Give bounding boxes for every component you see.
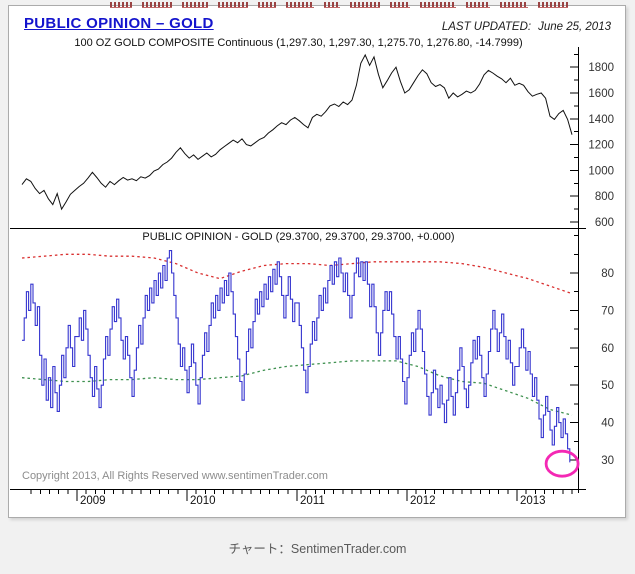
last-updated-label: LAST UPDATED:	[441, 21, 532, 33]
public-opinion-line	[22, 250, 571, 463]
clipped-link[interactable]	[500, 2, 528, 8]
svg-text:60: 60	[601, 343, 614, 355]
svg-text:1800: 1800	[588, 62, 614, 74]
clipped-link[interactable]	[538, 2, 568, 8]
opinion-chart-title: PUBLIC OPINION - GOLD (29.3700, 29.3700,…	[142, 231, 455, 243]
svg-text:2009: 2009	[80, 495, 106, 507]
svg-text:1400: 1400	[588, 114, 614, 126]
svg-text:600: 600	[595, 217, 614, 229]
clipped-link[interactable]	[286, 2, 314, 8]
clipped-link[interactable]	[324, 2, 340, 8]
clipped-link[interactable]	[182, 2, 208, 8]
clipped-link[interactable]	[390, 2, 410, 8]
clipped-link[interactable]	[142, 2, 172, 8]
lower-band-line	[21, 360, 573, 416]
svg-text:30: 30	[601, 455, 614, 467]
svg-text:2011: 2011	[300, 495, 325, 507]
copyright-text: Copyright 2013, All Rights Reserved www.…	[22, 470, 328, 482]
svg-text:800: 800	[595, 191, 614, 203]
clipped-link[interactable]	[466, 2, 490, 8]
svg-text:2012: 2012	[410, 495, 436, 507]
chart-panel	[8, 5, 626, 518]
clipped-link[interactable]	[420, 2, 456, 8]
svg-text:2010: 2010	[190, 495, 216, 507]
svg-text:70: 70	[601, 305, 614, 317]
highlight-ellipse	[544, 449, 580, 478]
svg-text:1600: 1600	[588, 88, 614, 100]
svg-text:80: 80	[601, 268, 614, 280]
source-caption: チャート：SentimenTrader.com	[228, 542, 407, 556]
gold-price-line	[21, 53, 573, 211]
clipped-links-row[interactable]	[110, 2, 568, 8]
clipped-link[interactable]	[218, 2, 248, 8]
last-updated-date: June 25, 2013	[538, 21, 611, 33]
upper-band-line	[21, 253, 573, 295]
svg-text:2013: 2013	[520, 495, 546, 507]
svg-text:40: 40	[601, 418, 614, 430]
last-updated: LAST UPDATED: June 25, 2013	[442, 21, 611, 33]
svg-text:1000: 1000	[588, 165, 614, 177]
clipped-link[interactable]	[258, 2, 276, 8]
gold-chart-title: 100 OZ GOLD COMPOSITE Continuous (1,297.…	[74, 37, 523, 49]
clipped-link[interactable]	[350, 2, 380, 8]
clipped-link[interactable]	[110, 2, 132, 8]
svg-text:50: 50	[601, 380, 614, 392]
page-title: PUBLIC OPINION – GOLD	[24, 15, 214, 32]
svg-text:1200: 1200	[588, 140, 614, 152]
